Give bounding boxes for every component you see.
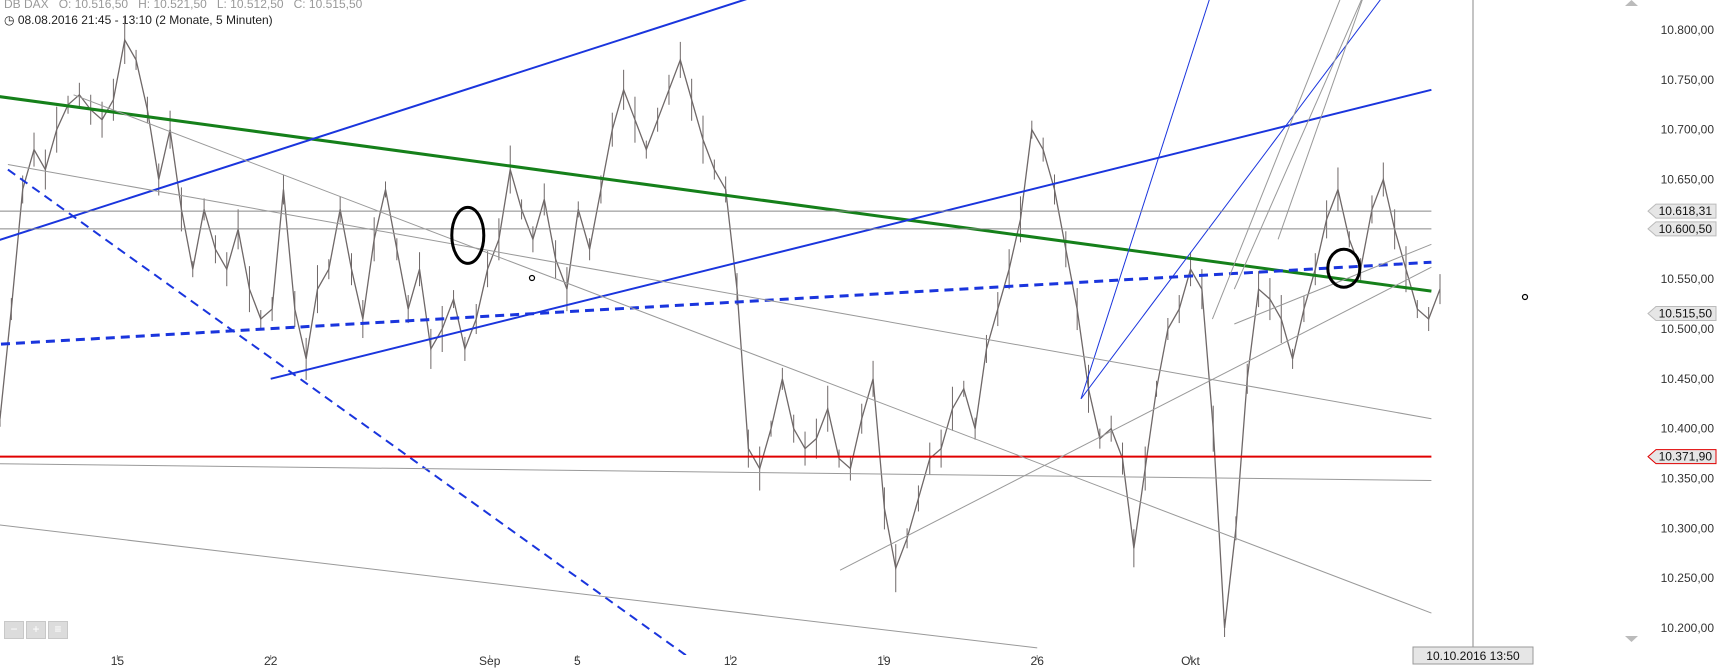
price-marker-tag xyxy=(1647,203,1717,219)
trendline-blue-dashed-falling xyxy=(7,168,688,655)
price-series xyxy=(0,38,1441,629)
trendline-gray-fan-1 xyxy=(1211,0,1341,320)
x-tick-label: 22 xyxy=(264,654,278,668)
high-value: H: 10.521,50 xyxy=(138,0,207,11)
x-tick-label: 5 xyxy=(574,654,581,668)
symbol-label: DB DAX xyxy=(4,0,49,11)
price-marker-tag xyxy=(1647,306,1717,322)
x-tick-label: 15 xyxy=(111,654,125,668)
annotation-ellipse xyxy=(450,205,486,265)
trendline-gray-fan-3 xyxy=(1277,0,1363,240)
trendline-blue-channel-lower xyxy=(270,88,1432,380)
clock-icon: ◷ xyxy=(4,13,15,27)
y-tick-label: 10.550,00 xyxy=(1661,272,1715,286)
price-marker-tag xyxy=(1647,221,1717,237)
price-marker-label: 10.618,31 xyxy=(1659,204,1713,218)
y-tick-label: 10.800,00 xyxy=(1661,23,1715,37)
open-value: O: 10.516,50 xyxy=(58,0,129,11)
trendline-gray-fan-2 xyxy=(1233,0,1362,290)
chart-header-range: ◷ 08.08.2016 21:45 - 13:10 (2 Monate, 5 … xyxy=(4,13,273,27)
trendline-blue-steep-1 xyxy=(1080,0,1210,399)
price-marker-label: 10.515,50 xyxy=(1659,307,1713,321)
trendline-gray-rising-1 xyxy=(839,266,1432,571)
y-tick-label: 10.200,00 xyxy=(1661,621,1715,635)
trendline-blue-channel-upper xyxy=(0,0,748,241)
trendline-green-resistance xyxy=(0,95,1432,293)
annotation-dot xyxy=(528,274,536,282)
scroll-up-icon xyxy=(1625,0,1638,6)
y-tick-label: 10.650,00 xyxy=(1661,173,1715,187)
zoom-out-button[interactable]: − xyxy=(4,621,24,639)
crosshair-date-tag xyxy=(1412,646,1534,665)
low-value: L: 10.512,50 xyxy=(216,0,284,11)
trendline-gray-falling-4 xyxy=(0,524,1038,649)
x-tick-label: 26 xyxy=(1031,654,1045,668)
y-tick-label: 10.700,00 xyxy=(1661,123,1715,137)
y-tick-label: 10.750,00 xyxy=(1661,73,1715,87)
scroll-down-icon xyxy=(1625,636,1638,642)
annotation-ellipse xyxy=(1326,247,1362,289)
x-tick-label: 19 xyxy=(877,654,891,668)
y-tick-label: 10.300,00 xyxy=(1661,521,1715,535)
trendline-gray-falling-2 xyxy=(73,94,1432,614)
time-range-label: 08.08.2016 21:45 - 13:10 (2 Monate, 5 Mi… xyxy=(17,13,273,27)
close-value: C: 10.515,50 xyxy=(293,0,363,11)
trendline-blue-dashed-support xyxy=(0,260,1432,346)
price-marker-label: 10.600,50 xyxy=(1659,222,1713,236)
x-tick-label: Okt xyxy=(1181,654,1200,668)
annotation-dot xyxy=(1521,293,1529,301)
y-tick-label: 10.500,00 xyxy=(1661,322,1715,336)
trendline-blue-steep-2 xyxy=(1080,0,1381,400)
y-tick-label: 10.250,00 xyxy=(1661,571,1715,585)
zoom-menu-button[interactable]: ≡ xyxy=(48,621,68,639)
trendline-gray-falling-3 xyxy=(0,463,1432,481)
price-marker-label: 10.371,90 xyxy=(1659,450,1713,464)
zoom-controls: − + ≡ xyxy=(4,621,68,639)
x-tick-label: Sep xyxy=(479,654,501,668)
chart-header-quote: DB DAX O: 10.516,50 H: 10.521,50 L: 10.5… xyxy=(4,0,362,11)
crosshair-date-label: 10.10.2016 13:50 xyxy=(1426,649,1520,663)
zoom-in-button[interactable]: + xyxy=(26,621,46,639)
y-tick-label: 10.350,00 xyxy=(1661,472,1715,486)
y-tick-label: 10.400,00 xyxy=(1661,422,1715,436)
trendline-gray-falling-1 xyxy=(7,164,1432,420)
price-marker-tag xyxy=(1647,449,1717,465)
y-tick-label: 10.450,00 xyxy=(1661,372,1715,386)
x-tick-label: 12 xyxy=(724,654,738,668)
